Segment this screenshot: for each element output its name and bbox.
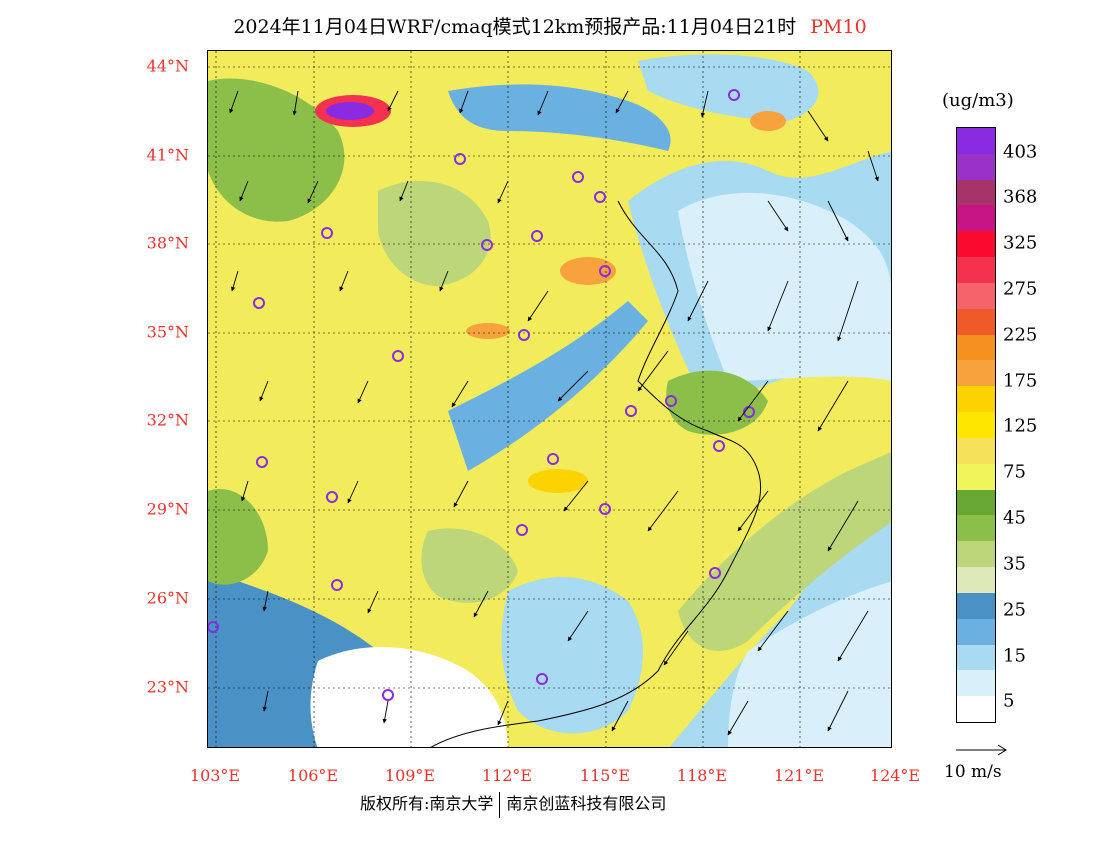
lon-label: 124°E (869, 766, 921, 785)
south-low-blue (501, 577, 643, 734)
color-bar-segment (957, 514, 995, 542)
legend-label: 175 (1003, 370, 1038, 392)
green-band-southeast (678, 451, 891, 651)
lat-label: 35°N (146, 322, 189, 342)
color-bar-segment (957, 308, 995, 335)
legend-label: 275 (1003, 278, 1038, 300)
copyright-company: 南京创蓝科技有限公司 (506, 794, 667, 813)
hotspot-shandong (466, 323, 510, 339)
lat-label: 44°N (146, 56, 189, 76)
lon-label: 112°E (481, 766, 533, 785)
hotspot-inner-mongolia (326, 102, 374, 120)
color-bar-segment (957, 618, 995, 645)
color-bar-segment (957, 411, 995, 438)
color-bar-segment (957, 489, 995, 516)
graticule (208, 51, 891, 747)
lon-label: 109°E (384, 766, 436, 785)
coastline (430, 200, 762, 747)
lon-label: 115°E (579, 766, 631, 785)
lat-label: 38°N (146, 233, 189, 253)
footer-separator (499, 791, 501, 818)
color-bar-segment (957, 282, 995, 309)
color-bar-segment (957, 153, 995, 180)
legend-label: 25 (1003, 599, 1026, 621)
color-bar-segment (957, 179, 995, 206)
color-bar-segment (957, 463, 995, 490)
legend-label: 35 (1003, 553, 1026, 575)
green-patch-west (208, 489, 268, 585)
legend-label: 75 (1003, 461, 1026, 483)
legend-label: 125 (1003, 415, 1038, 437)
color-bar-segment (957, 334, 995, 361)
green-patch-south (421, 528, 518, 603)
legend-units: (ug/m3) (942, 90, 1014, 111)
lon-label: 103°E (189, 766, 241, 785)
legend-label: 45 (1003, 507, 1026, 529)
copyright-owner: 版权所有:南京大学 (360, 794, 494, 813)
title-text: 2024年11月04日WRF/cmaq模式12km预报产品:11月04日21时 (233, 16, 797, 38)
lon-label: 106°E (287, 766, 339, 785)
lat-label: 32°N (146, 410, 189, 430)
pm10-field (208, 51, 891, 747)
green-patch-central (378, 181, 491, 286)
pollutant-label: PM10 (810, 16, 867, 38)
color-bar-segment (957, 359, 995, 387)
color-bar-segment (957, 669, 995, 697)
lon-label: 118°E (676, 766, 728, 785)
color-bar-segment (957, 385, 995, 413)
green-patch-coast (666, 370, 768, 435)
mid-low-band (448, 301, 648, 471)
color-bar-segment (957, 592, 995, 619)
legend-label: 15 (1003, 645, 1026, 667)
lon-label: 121°E (773, 766, 825, 785)
legend-label: 403 (1003, 141, 1038, 163)
color-bar (956, 127, 996, 723)
hotspot-jiangxi (528, 469, 588, 493)
wind-key-arrow (956, 744, 1007, 756)
north-band-blue (448, 84, 671, 151)
map-panel (207, 50, 892, 748)
sea-region-south (728, 581, 891, 747)
wind-vectors (229, 90, 879, 736)
color-bar-segment (957, 127, 995, 154)
legend-label: 225 (1003, 324, 1038, 346)
sea-region-light (678, 192, 891, 381)
lat-label: 29°N (146, 499, 189, 519)
color-bar-segment (957, 695, 995, 722)
color-bar-segment (957, 437, 995, 464)
color-bar-segment (957, 644, 995, 671)
station-markers (208, 89, 755, 701)
south-low-white (310, 647, 508, 747)
color-bar-segment (957, 566, 995, 593)
hotspot-beijing-tianjin (560, 257, 616, 285)
legend-label: 368 (1003, 186, 1038, 208)
color-bar-segment (957, 256, 995, 283)
color-bar-segment (957, 540, 995, 568)
wind-key-label: 10 m/s (944, 762, 1002, 782)
north-east-blue (638, 54, 819, 121)
green-patch-north (208, 78, 345, 222)
legend-label: 5 (1003, 690, 1015, 712)
lat-label: 41°N (146, 145, 189, 165)
lat-label: 26°N (146, 588, 189, 608)
copyright-footer: 版权所有:南京大学 南京创蓝科技有限公司 (360, 790, 666, 818)
hotspot-northeast (750, 111, 786, 131)
map-title: 2024年11月04日WRF/cmaq模式12km预报产品:11月04日21时 P… (0, 12, 1100, 39)
color-bar-segment (957, 230, 995, 258)
lat-label: 23°N (146, 677, 189, 697)
color-bar-segment (957, 205, 995, 232)
legend-label: 325 (1003, 232, 1038, 254)
